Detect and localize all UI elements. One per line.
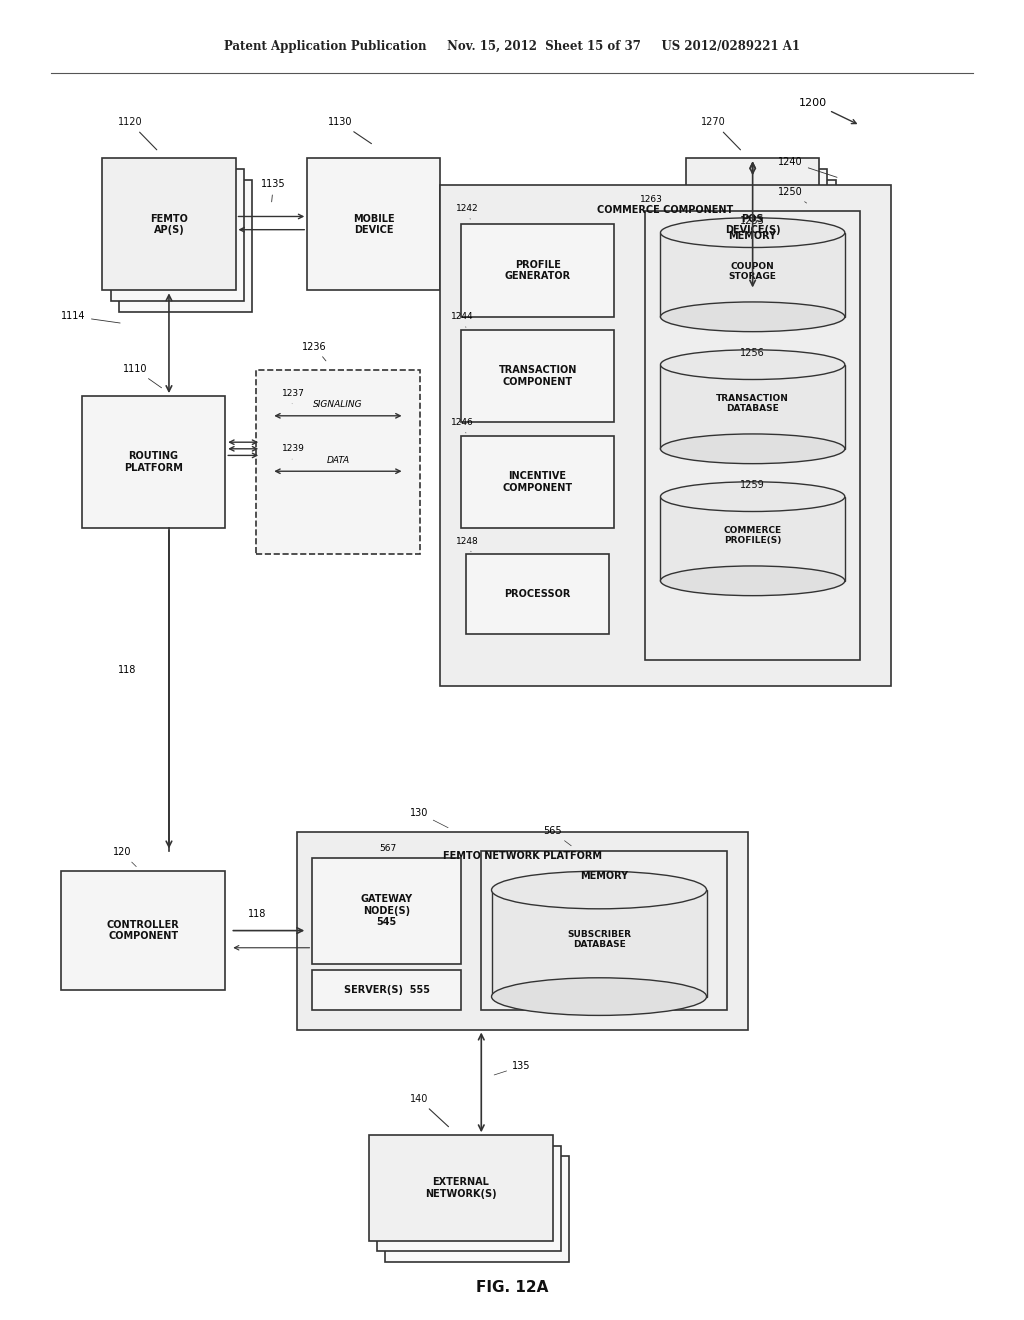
FancyBboxPatch shape: [385, 1156, 569, 1262]
Text: 1114: 1114: [61, 312, 120, 323]
Text: 1250: 1250: [778, 187, 807, 203]
Ellipse shape: [492, 871, 707, 909]
Text: TRANSACTION
DATABASE: TRANSACTION DATABASE: [716, 395, 790, 413]
Text: 1263: 1263: [640, 195, 663, 205]
FancyBboxPatch shape: [61, 871, 225, 990]
Text: 565: 565: [543, 826, 571, 846]
Text: GATEWAY
NODE(S)
545: GATEWAY NODE(S) 545: [360, 894, 413, 928]
Text: 120: 120: [113, 847, 136, 867]
FancyBboxPatch shape: [686, 158, 819, 290]
Ellipse shape: [660, 302, 845, 331]
Text: 1256: 1256: [740, 348, 765, 358]
Text: 1246: 1246: [451, 418, 473, 433]
FancyBboxPatch shape: [102, 158, 236, 290]
FancyBboxPatch shape: [702, 180, 836, 312]
Text: 1236: 1236: [302, 342, 327, 360]
Text: PROCESSOR: PROCESSOR: [505, 589, 570, 599]
Text: 140: 140: [410, 1094, 449, 1127]
Text: 130: 130: [410, 808, 449, 828]
Polygon shape: [660, 364, 845, 449]
Polygon shape: [492, 890, 707, 997]
Text: ROUTING
PLATFORM: ROUTING PLATFORM: [124, 451, 183, 473]
Text: 135: 135: [495, 1061, 530, 1074]
Text: SIGNALING: SIGNALING: [313, 400, 362, 409]
Text: CONTROLLER
COMPONENT: CONTROLLER COMPONENT: [106, 920, 180, 941]
Text: 1110: 1110: [123, 364, 162, 388]
Text: INCENTIVE
COMPONENT: INCENTIVE COMPONENT: [503, 471, 572, 492]
Text: EXTERNAL
NETWORK(S): EXTERNAL NETWORK(S): [425, 1177, 497, 1199]
Ellipse shape: [660, 434, 845, 463]
Text: MOBILE
DEVICE: MOBILE DEVICE: [353, 214, 394, 235]
Text: 118: 118: [248, 909, 266, 920]
Text: DATA: DATA: [327, 455, 349, 465]
FancyBboxPatch shape: [369, 1135, 553, 1241]
Text: FEMTO NETWORK PLATFORM: FEMTO NETWORK PLATFORM: [442, 851, 602, 862]
Ellipse shape: [492, 978, 707, 1015]
Ellipse shape: [660, 482, 845, 511]
FancyBboxPatch shape: [694, 169, 827, 301]
Text: 1253: 1253: [740, 216, 765, 226]
Text: 1244: 1244: [451, 313, 473, 327]
Text: 1270: 1270: [701, 117, 740, 149]
FancyBboxPatch shape: [297, 832, 748, 1030]
Text: FEMTO
AP(S): FEMTO AP(S): [151, 214, 187, 235]
FancyBboxPatch shape: [119, 180, 252, 312]
Text: 1200: 1200: [799, 98, 856, 124]
Text: MEMORY: MEMORY: [581, 871, 628, 882]
Ellipse shape: [660, 350, 845, 380]
Text: 1130: 1130: [328, 117, 372, 144]
FancyBboxPatch shape: [481, 851, 727, 1010]
FancyBboxPatch shape: [312, 858, 461, 964]
FancyBboxPatch shape: [645, 211, 860, 660]
Text: 1239: 1239: [282, 445, 304, 459]
FancyBboxPatch shape: [111, 169, 244, 301]
FancyBboxPatch shape: [377, 1146, 561, 1251]
Ellipse shape: [660, 566, 845, 595]
Text: 567: 567: [379, 845, 396, 854]
FancyBboxPatch shape: [461, 330, 614, 422]
FancyBboxPatch shape: [440, 185, 891, 686]
FancyBboxPatch shape: [312, 970, 461, 1010]
FancyBboxPatch shape: [256, 370, 420, 554]
Text: 1242: 1242: [456, 205, 478, 219]
Polygon shape: [660, 232, 845, 317]
Text: SERVER(S)  555: SERVER(S) 555: [344, 985, 429, 995]
Text: 118: 118: [118, 665, 136, 676]
Text: SUBSCRIBER
DATABASE: SUBSCRIBER DATABASE: [567, 929, 631, 949]
Text: 1259: 1259: [740, 480, 765, 490]
FancyBboxPatch shape: [461, 436, 614, 528]
Text: FIG. 12A: FIG. 12A: [476, 1279, 548, 1295]
Text: PROFILE
GENERATOR: PROFILE GENERATOR: [505, 260, 570, 281]
Text: 1120: 1120: [118, 117, 157, 149]
Text: 1240: 1240: [778, 157, 837, 177]
Text: 1248: 1248: [456, 537, 478, 552]
Text: 1135: 1135: [261, 180, 286, 202]
Polygon shape: [660, 496, 845, 581]
FancyBboxPatch shape: [82, 396, 225, 528]
FancyBboxPatch shape: [461, 224, 614, 317]
Text: COMMERCE
PROFILE(S): COMMERCE PROFILE(S): [724, 527, 781, 545]
Text: COUPON
STORAGE: COUPON STORAGE: [729, 263, 776, 281]
Ellipse shape: [660, 218, 845, 248]
FancyBboxPatch shape: [307, 158, 440, 290]
Text: COMMERCE COMPONENT: COMMERCE COMPONENT: [597, 205, 734, 215]
Text: MEMORY: MEMORY: [729, 231, 776, 242]
Text: Patent Application Publication     Nov. 15, 2012  Sheet 15 of 37     US 2012/028: Patent Application Publication Nov. 15, …: [224, 40, 800, 53]
Text: POS
DEVICE(S): POS DEVICE(S): [725, 214, 780, 235]
Text: TRANSACTION
COMPONENT: TRANSACTION COMPONENT: [499, 366, 577, 387]
FancyBboxPatch shape: [466, 554, 609, 634]
Text: 1237: 1237: [282, 389, 304, 404]
